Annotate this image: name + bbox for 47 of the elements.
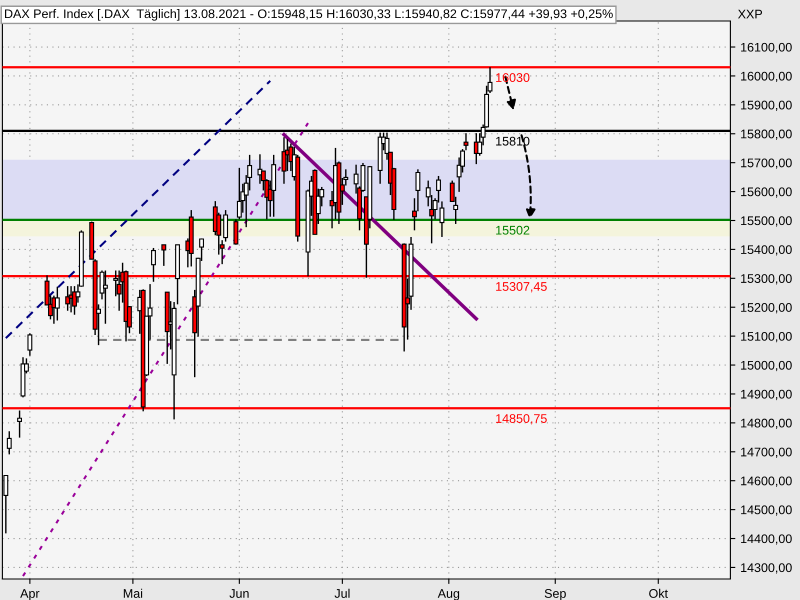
candlestick xyxy=(282,136,286,184)
candlestick xyxy=(161,244,166,267)
ref-line-label: 15502 xyxy=(496,226,530,235)
y-tick-label: 14800,00 xyxy=(741,418,792,430)
y-tick-label: 15500,00 xyxy=(741,216,792,227)
x-tick-label: Sep xyxy=(544,589,566,600)
y-tick-label: 14500,00 xyxy=(741,505,792,516)
candlestick xyxy=(488,66,492,94)
y-axis-title: XXP xyxy=(738,10,762,18)
candlestick xyxy=(54,286,60,322)
candlestick xyxy=(236,167,242,220)
y-tick-label: 14900,00 xyxy=(741,390,792,400)
y-tick-label: 16100,00 xyxy=(741,42,792,54)
ref-line-label: 14850,75 xyxy=(496,414,547,424)
candlestick xyxy=(27,332,32,356)
y-tick-label: 14400,00 xyxy=(741,534,792,545)
y-tick-label: 15800,00 xyxy=(741,130,792,140)
chart-title: DAX Perf. Index [.DAX Täglich] 13.08.2021 - O:15948,15 H:16030,33 L:15940,82 C:15977,44 +39,93 +0,25% xyxy=(5,9,613,21)
y-tick-label: 15000,00 xyxy=(741,360,792,372)
y-tick-label: 15100,00 xyxy=(741,332,792,342)
ref-line-label: 15810 xyxy=(496,136,530,146)
x-tick-label: Aug xyxy=(438,589,460,600)
candlestick xyxy=(6,430,12,456)
candlestick xyxy=(223,209,228,242)
candlestick xyxy=(151,247,156,282)
ref-line-label: 15307,45 xyxy=(496,282,547,292)
candlestick xyxy=(440,200,444,238)
y-tick-label: 14700,00 xyxy=(741,448,792,458)
candlestick xyxy=(72,285,77,316)
y-tick-label: 15900,00 xyxy=(741,100,792,111)
y-tick-label: 15700,00 xyxy=(741,158,792,169)
candlestick xyxy=(65,285,70,312)
y-tick-label: 14600,00 xyxy=(741,476,792,487)
x-tick-label: Okt xyxy=(649,588,668,598)
y-tick-label: 15300,00 xyxy=(741,274,792,284)
x-tick-label: Jun xyxy=(229,589,249,598)
candlestick xyxy=(102,270,108,324)
y-tick-label: 15200,00 xyxy=(741,303,792,314)
y-tick-label: 16000,00 xyxy=(741,72,792,82)
candlestick xyxy=(17,410,22,438)
x-tick-label: Jul xyxy=(334,588,350,598)
y-tick-label: 15600,00 xyxy=(741,187,792,198)
candlestick xyxy=(233,218,238,246)
x-tick-label: Mai xyxy=(124,588,142,598)
x-tick-label: Apr xyxy=(20,589,40,600)
y-tick-label: 15400,00 xyxy=(741,245,792,256)
y-tick-label: 14300,00 xyxy=(741,563,792,574)
